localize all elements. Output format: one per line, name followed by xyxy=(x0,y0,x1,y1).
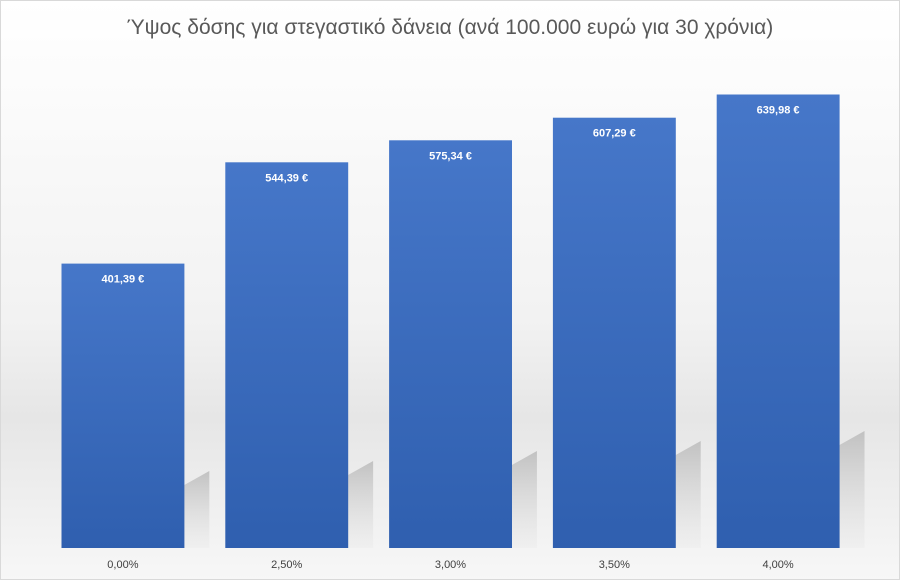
chart-title: Ύψος δόσης για στεγαστικό δάνεια (ανά 10… xyxy=(127,16,774,39)
bar-250 xyxy=(225,162,349,549)
x-tick-label-000: 0,00% xyxy=(107,559,138,571)
bar-300 xyxy=(389,140,512,549)
data-label-350: 607,29 € xyxy=(593,128,636,140)
data-label-250: 544,39 € xyxy=(265,172,308,184)
x-tick-label-350: 3,50% xyxy=(599,559,630,571)
bar-shadows xyxy=(184,431,865,548)
bar-shadow-350 xyxy=(675,441,701,548)
data-label-300: 575,34 € xyxy=(429,150,472,162)
x-tick-label-250: 2,50% xyxy=(271,559,302,571)
data-label-400: 639,98 € xyxy=(757,105,800,117)
x-tick-label-300: 3,00% xyxy=(435,559,466,571)
bars-group xyxy=(61,94,840,549)
bar-shadow-400 xyxy=(839,431,865,548)
data-labels-group: 401,39 € 544,39 € 575,34 € 607,29 € 639,98 € xyxy=(101,105,799,286)
x-tick-label-400: 4,00% xyxy=(762,559,793,571)
bar-000 xyxy=(61,263,185,548)
bar-shadow-250 xyxy=(348,461,374,548)
bar-shadow-000 xyxy=(184,471,210,548)
data-label-000: 401,39 € xyxy=(101,274,144,286)
bar-shadow-300 xyxy=(511,451,537,548)
bar-400 xyxy=(716,94,840,548)
bar-350 xyxy=(552,117,676,548)
x-axis-ticks: 0,00% 2,50% 3,00% 3,50% 4,00% xyxy=(107,559,794,571)
